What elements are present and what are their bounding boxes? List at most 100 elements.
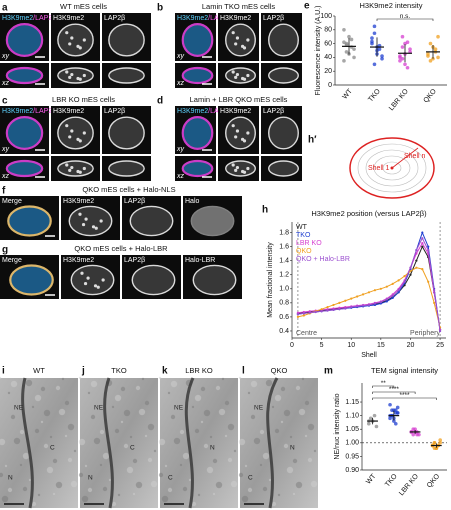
data-point [326, 309, 329, 312]
legend-entry: TKO [296, 232, 311, 239]
chromocenter [65, 124, 69, 128]
em-texture [108, 478, 112, 482]
significance-label: ** [381, 380, 387, 387]
em-texture [34, 428, 40, 434]
panel-title: LBR KO [185, 366, 213, 375]
data-point [296, 315, 300, 319]
em-texture [25, 379, 33, 387]
chromocenter [82, 73, 86, 78]
em-texture [0, 438, 6, 446]
y-tick-label: 1.2 [279, 272, 289, 279]
em-label: N [8, 475, 13, 482]
chromocenter [235, 36, 240, 40]
shell [373, 155, 411, 181]
channel-label-part: H3K9me2 [2, 15, 33, 22]
panel-letter: e [304, 1, 310, 12]
data-point [361, 293, 365, 296]
data-point [433, 301, 436, 304]
data-point [427, 245, 430, 248]
nucleus [57, 23, 94, 57]
data-point [438, 438, 443, 442]
em-texture [301, 377, 305, 381]
chart-title: H3K9me2 position (versus LAP2β) [311, 209, 427, 218]
data-point [344, 41, 349, 46]
data-point [391, 294, 394, 297]
panel-title: Lamin TKO mES cells [202, 2, 275, 11]
em-texture [52, 492, 56, 496]
em-texture [61, 377, 65, 381]
em-texture [132, 458, 138, 464]
nucleus [181, 66, 214, 85]
data-point [400, 45, 405, 49]
data-point [403, 62, 407, 67]
panel-letter: h [262, 205, 268, 216]
row-label: xz [176, 80, 185, 87]
chromocenter [246, 73, 250, 78]
y-axis-label: Mean fractional intensity [267, 242, 274, 318]
panel-letter: a [2, 3, 8, 14]
em-texture [144, 400, 150, 406]
em-texture [67, 457, 73, 463]
em-texture [271, 405, 275, 409]
channel-label: H3K9me2 [220, 108, 251, 115]
em-texture [182, 486, 188, 492]
em-texture [10, 380, 18, 388]
legend-entry: QKO [296, 248, 312, 255]
data-point [395, 411, 400, 415]
nucleus [181, 159, 214, 178]
em-texture [123, 409, 131, 417]
em-texture [46, 466, 54, 474]
nucleus [5, 23, 44, 57]
em-texture [188, 478, 192, 482]
nucleus [192, 264, 237, 296]
panel-title: QKO mES cells + Halo-NLS [82, 185, 175, 194]
chart-title: H3K9me2 intensity [360, 1, 423, 10]
significance-bracket [372, 397, 437, 400]
channel-label-part: H3K9me2 [2, 108, 33, 115]
chromocenter [76, 44, 80, 48]
nucleus [5, 66, 44, 85]
nucleus [7, 205, 52, 237]
series-line [297, 237, 441, 332]
em-texture [90, 414, 96, 420]
nucleus [129, 205, 174, 237]
nuclear-envelope [184, 377, 195, 509]
channel-label: Halo [185, 198, 200, 205]
nucleus [268, 160, 299, 177]
y-tick-label: 80 [324, 27, 332, 34]
channel-label: H3K9me2 [220, 15, 251, 22]
nuclear-envelope [103, 377, 114, 509]
em-texture [19, 463, 23, 467]
chromocenter [82, 166, 86, 171]
data-point [403, 275, 406, 278]
chromocenter [68, 135, 72, 139]
chromocenter [81, 222, 86, 227]
data-point [344, 50, 349, 54]
em-texture [70, 480, 78, 488]
data-point [415, 249, 418, 252]
panel-title: QKO [271, 366, 288, 375]
em-texture [247, 391, 251, 395]
em-texture [292, 492, 296, 496]
arrow [391, 147, 419, 169]
data-point [427, 249, 430, 252]
em-texture [194, 394, 202, 402]
chromocenter [240, 76, 245, 81]
em-texture [153, 449, 157, 453]
data-point [415, 259, 418, 262]
em-texture [304, 434, 308, 438]
chromocenter [70, 36, 74, 40]
y-tick-label: 1.4 [279, 258, 289, 265]
em-texture [215, 481, 223, 489]
em-texture [233, 449, 237, 453]
em-texture [19, 429, 25, 435]
data-point [367, 291, 371, 294]
data-point [436, 55, 440, 60]
data-point [409, 266, 412, 269]
data-point [385, 298, 388, 301]
channel-label: Halo-LBR [185, 257, 215, 264]
shell [382, 161, 402, 175]
row-label: xy [176, 53, 185, 60]
chromocenter [65, 70, 69, 74]
em-texture [259, 463, 263, 467]
